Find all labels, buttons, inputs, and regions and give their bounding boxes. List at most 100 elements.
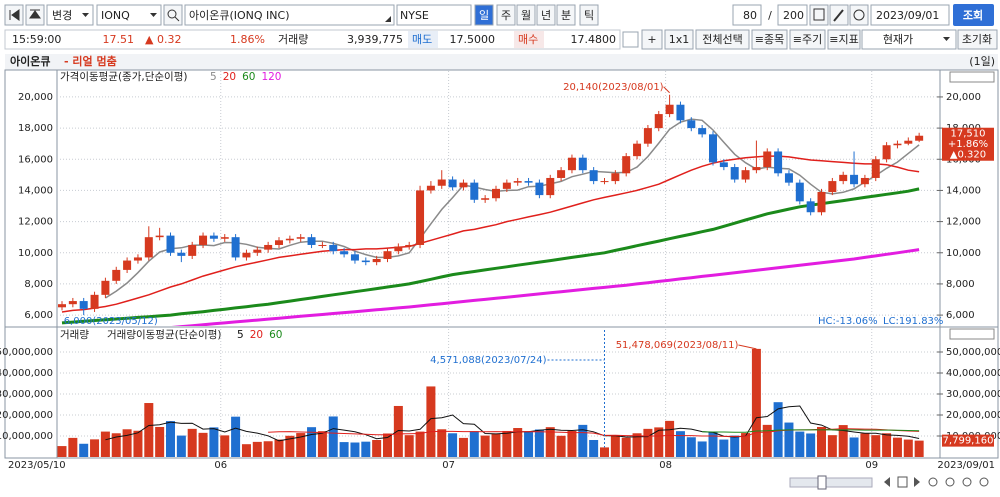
candle-body: [188, 244, 197, 256]
candle-body: [665, 104, 674, 115]
count-input[interactable]: [732, 4, 762, 26]
volume-bar: [231, 416, 241, 457]
checkbox[interactable]: [622, 31, 639, 48]
volume-bar: [187, 428, 197, 457]
volume-bar: [708, 431, 718, 457]
volume-bar: [914, 440, 924, 457]
volume-bar: [155, 426, 165, 457]
quote-price: 17.51: [103, 33, 135, 46]
quote-change: ▲ 0.32: [145, 33, 181, 46]
candle-body: [513, 181, 522, 183]
volume-bar: [404, 435, 414, 457]
save-button[interactable]: [809, 4, 829, 26]
toolbar-button[interactable]: [751, 29, 788, 50]
volume-bar: [654, 427, 664, 457]
volume-bar: [57, 446, 67, 457]
period-tab-text: 월: [521, 9, 531, 22]
zoom-in[interactable]: [928, 477, 938, 487]
volume-bar: [589, 439, 599, 457]
price-legend-title: 가격이동평균(종가,단순이평): [60, 70, 187, 83]
scroll-left[interactable]: [884, 477, 890, 487]
scroll-track[interactable]: [789, 477, 873, 488]
candle-body: [567, 157, 576, 171]
volume-bar: [697, 441, 707, 457]
query-button[interactable]: [953, 4, 994, 26]
volume-bar: [469, 431, 479, 457]
candle-body: [155, 235, 164, 238]
first-icon: [9, 9, 20, 21]
volume-bar: [383, 433, 392, 457]
candle-body: [871, 159, 880, 178]
toolbar-button[interactable]: [789, 29, 826, 50]
bid-label: 매수: [518, 33, 538, 46]
stop-icon[interactable]: [897, 476, 908, 488]
volume-bar: [502, 430, 512, 457]
period-tab[interactable]: [516, 4, 536, 26]
candle-body: [611, 173, 620, 182]
period-tab[interactable]: [556, 4, 576, 26]
candle-body: [817, 191, 826, 213]
volume-bar: [480, 435, 490, 457]
candle-body: [144, 237, 153, 258]
period-tab-text: 일: [479, 8, 489, 22]
zoom-fit[interactable]: [979, 477, 989, 487]
search-button[interactable]: [163, 4, 183, 26]
symbol-input[interactable]: [96, 4, 162, 26]
toolbar-button[interactable]: [641, 29, 663, 50]
scroll-right[interactable]: [914, 477, 920, 487]
period-tab-text: 년: [541, 9, 551, 22]
settings-button[interactable]: [849, 4, 869, 26]
volume-bar: [567, 430, 577, 457]
scroll-thumb[interactable]: [817, 475, 827, 490]
date-input[interactable]: [870, 4, 950, 26]
volume-plot: [57, 348, 924, 457]
total-text: 200: [783, 9, 804, 22]
candle-body: [90, 294, 99, 309]
separator: /: [768, 9, 772, 22]
toolbar-button[interactable]: [695, 29, 750, 50]
y-tick-label: 30,000,000: [0, 389, 53, 400]
mode-select[interactable]: [46, 4, 94, 26]
volume-bar: [784, 422, 794, 457]
y-tick-label-right: 12,000: [946, 217, 981, 228]
toolbar-button-text: ≡종목: [755, 33, 784, 46]
dropdown-arrow: [82, 13, 89, 17]
volume-bar: [491, 433, 501, 457]
volume-bar: [220, 435, 230, 457]
volume-bar: [372, 439, 382, 457]
reset-button[interactable]: [957, 29, 998, 50]
y-tick-label-right: 20,000,000: [946, 410, 1000, 421]
candle-body: [774, 151, 783, 174]
x-tick-label: 09: [865, 460, 878, 471]
volume-bar: [610, 435, 620, 457]
candle-body: [220, 237, 229, 239]
candle-body: [133, 257, 142, 261]
period-tab[interactable]: [474, 4, 494, 26]
candle-body: [524, 181, 533, 183]
volume-bar: [176, 435, 186, 457]
volume-bar: [675, 431, 685, 457]
date-text: 2023/09/01: [876, 9, 939, 22]
ma-line: [702, 429, 920, 433]
candle-body: [426, 185, 435, 191]
price-type-select[interactable]: [861, 29, 957, 50]
toolbar-button[interactable]: [664, 29, 694, 50]
volume-max-annotation: 51,478,069(2023/08/11): [616, 340, 739, 351]
quote-box: [4, 29, 621, 50]
y-tick-label: 10,000,000: [0, 431, 53, 442]
legend-entry: 60: [242, 71, 255, 83]
zoom-out[interactable]: [945, 477, 955, 487]
period-tab[interactable]: [496, 4, 516, 26]
candle-body: [828, 181, 837, 192]
volume-bar: [361, 441, 371, 457]
period-tab[interactable]: [579, 4, 599, 26]
settings-icon: [853, 9, 865, 21]
period-tab[interactable]: [536, 4, 556, 26]
name-field: [184, 4, 395, 26]
toolbar-button[interactable]: [827, 29, 861, 50]
ma-line: [61, 187, 920, 325]
volume-min-annotation: 4,571,088(2023/07/24): [430, 355, 546, 366]
zoom-reset[interactable]: [962, 477, 972, 487]
candle-body: [904, 140, 913, 144]
candle-body: [340, 251, 349, 255]
